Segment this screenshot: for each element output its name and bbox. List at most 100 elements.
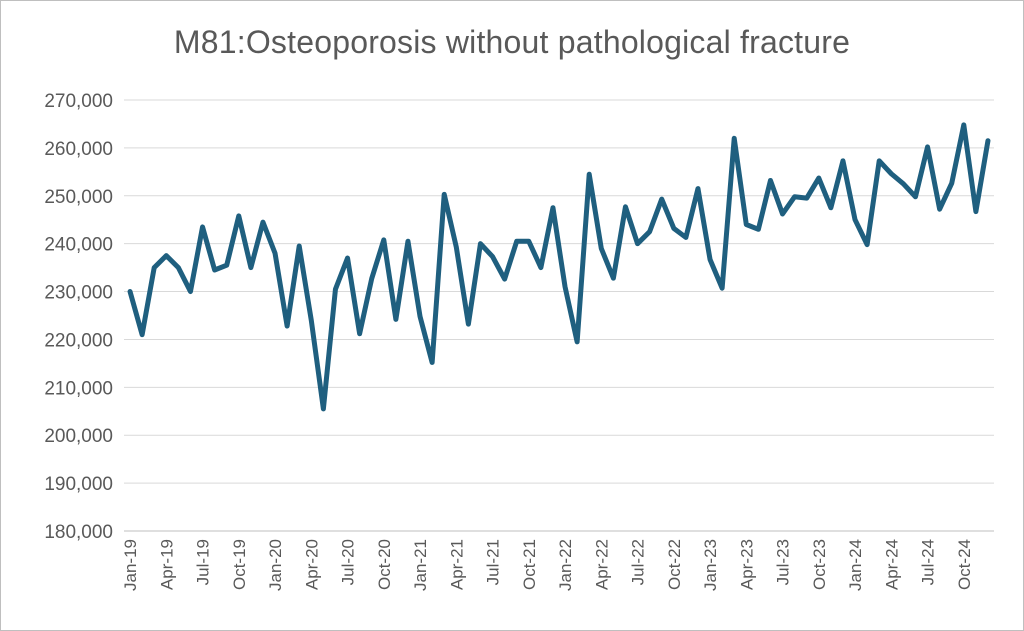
data-point	[345, 256, 350, 261]
y-tick-label: 190,000	[44, 474, 113, 495]
data-point	[273, 251, 278, 256]
y-tick-label: 230,000	[44, 283, 113, 304]
data-point	[357, 331, 362, 336]
x-axis-ticks: Jan-19 Apr-19 Jul-19 Oct-19 Jan-20 Apr-20 Jul-…	[121, 539, 974, 591]
data-point	[683, 235, 688, 240]
data-point	[248, 265, 253, 270]
data-point	[490, 254, 495, 259]
y-tick-label: 240,000	[44, 235, 113, 256]
data-point	[853, 217, 858, 222]
data-point	[454, 245, 459, 250]
y-tick-label: 200,000	[44, 426, 113, 447]
x-tick-label: Oct-23	[810, 539, 829, 590]
data-point	[176, 265, 181, 270]
data-point	[285, 324, 290, 329]
data-point	[780, 211, 785, 216]
chart-title: M81:Osteoporosis without pathological fr…	[173, 24, 851, 60]
data-point	[937, 207, 942, 212]
y-tick-label: 180,000	[44, 522, 113, 543]
data-point	[514, 239, 519, 244]
x-tick-label: Oct-22	[665, 539, 684, 590]
data-point	[744, 222, 749, 227]
x-tick-label: Oct-24	[955, 539, 974, 590]
data-point	[949, 181, 954, 186]
x-tick-label: Jul-21	[484, 539, 503, 585]
x-tick-label: Jan-22	[556, 539, 575, 591]
x-tick-label: Oct-21	[520, 539, 539, 590]
gridlines	[124, 99, 994, 484]
data-point	[393, 317, 398, 322]
x-tick-label: Apr-23	[737, 539, 756, 590]
data-point	[418, 314, 423, 319]
data-point	[961, 122, 966, 127]
data-point	[188, 289, 193, 294]
x-tick-label: Jan-21	[411, 539, 430, 591]
x-tick-label: Jul-19	[194, 539, 213, 585]
data-point	[889, 171, 894, 176]
data-point	[816, 176, 821, 181]
data-point	[297, 244, 302, 249]
data-point	[756, 227, 761, 232]
data-point	[901, 181, 906, 186]
data-point	[430, 360, 435, 365]
data-point	[623, 204, 628, 209]
x-tick-label: Jul-23	[774, 539, 793, 585]
data-point	[478, 241, 483, 246]
data-point	[865, 242, 870, 247]
x-tick-label: Jan-19	[121, 539, 140, 591]
y-tick-label: 210,000	[44, 378, 113, 399]
data-point	[200, 224, 205, 229]
data-point	[720, 286, 725, 291]
data-point	[587, 172, 592, 177]
data-point	[828, 205, 833, 210]
data-point	[140, 332, 145, 337]
y-tick-label: 270,000	[44, 91, 113, 112]
x-tick-label: Apr-21	[447, 539, 466, 590]
data-point	[333, 287, 338, 292]
x-tick-label: Jul-22	[629, 539, 648, 585]
data-point	[575, 339, 580, 344]
data-point	[877, 158, 882, 163]
data-point	[635, 241, 640, 246]
data-point	[309, 318, 314, 323]
data-point	[925, 144, 930, 149]
data-point	[708, 257, 713, 262]
series-line	[127, 122, 991, 412]
x-tick-label: Jul-24	[919, 539, 938, 585]
data-point	[973, 209, 978, 214]
data-point	[695, 186, 700, 191]
data-point	[381, 237, 386, 242]
x-tick-label: Apr-19	[157, 539, 176, 590]
data-point	[466, 322, 471, 327]
data-point	[260, 220, 265, 225]
x-tick-label: Jan-20	[266, 539, 285, 591]
data-point	[224, 263, 229, 268]
y-tick-label: 250,000	[44, 187, 113, 208]
data-point	[563, 284, 568, 289]
x-tick-label: Jan-23	[701, 539, 720, 591]
data-point	[599, 246, 604, 251]
x-tick-label: Apr-22	[592, 539, 611, 590]
data-point	[768, 178, 773, 183]
series-group	[127, 122, 991, 412]
data-point	[985, 138, 990, 143]
data-point	[152, 265, 157, 270]
data-point	[212, 268, 217, 273]
data-point	[164, 253, 169, 258]
data-point	[792, 194, 797, 199]
data-point	[321, 406, 326, 411]
data-point	[659, 197, 664, 202]
y-tick-label: 260,000	[44, 139, 113, 160]
x-tick-label: Apr-24	[882, 539, 901, 590]
y-axis-ticks: 180,000 190,000 200,000 210,000 220,000 230,0…	[44, 91, 113, 543]
x-tick-label: Oct-20	[375, 539, 394, 590]
data-point	[405, 239, 410, 244]
data-point	[526, 239, 531, 244]
data-point	[732, 136, 737, 141]
data-point	[671, 226, 676, 231]
data-point	[369, 276, 374, 281]
data-point	[550, 205, 555, 210]
x-tick-label: Jan-24	[846, 539, 865, 591]
